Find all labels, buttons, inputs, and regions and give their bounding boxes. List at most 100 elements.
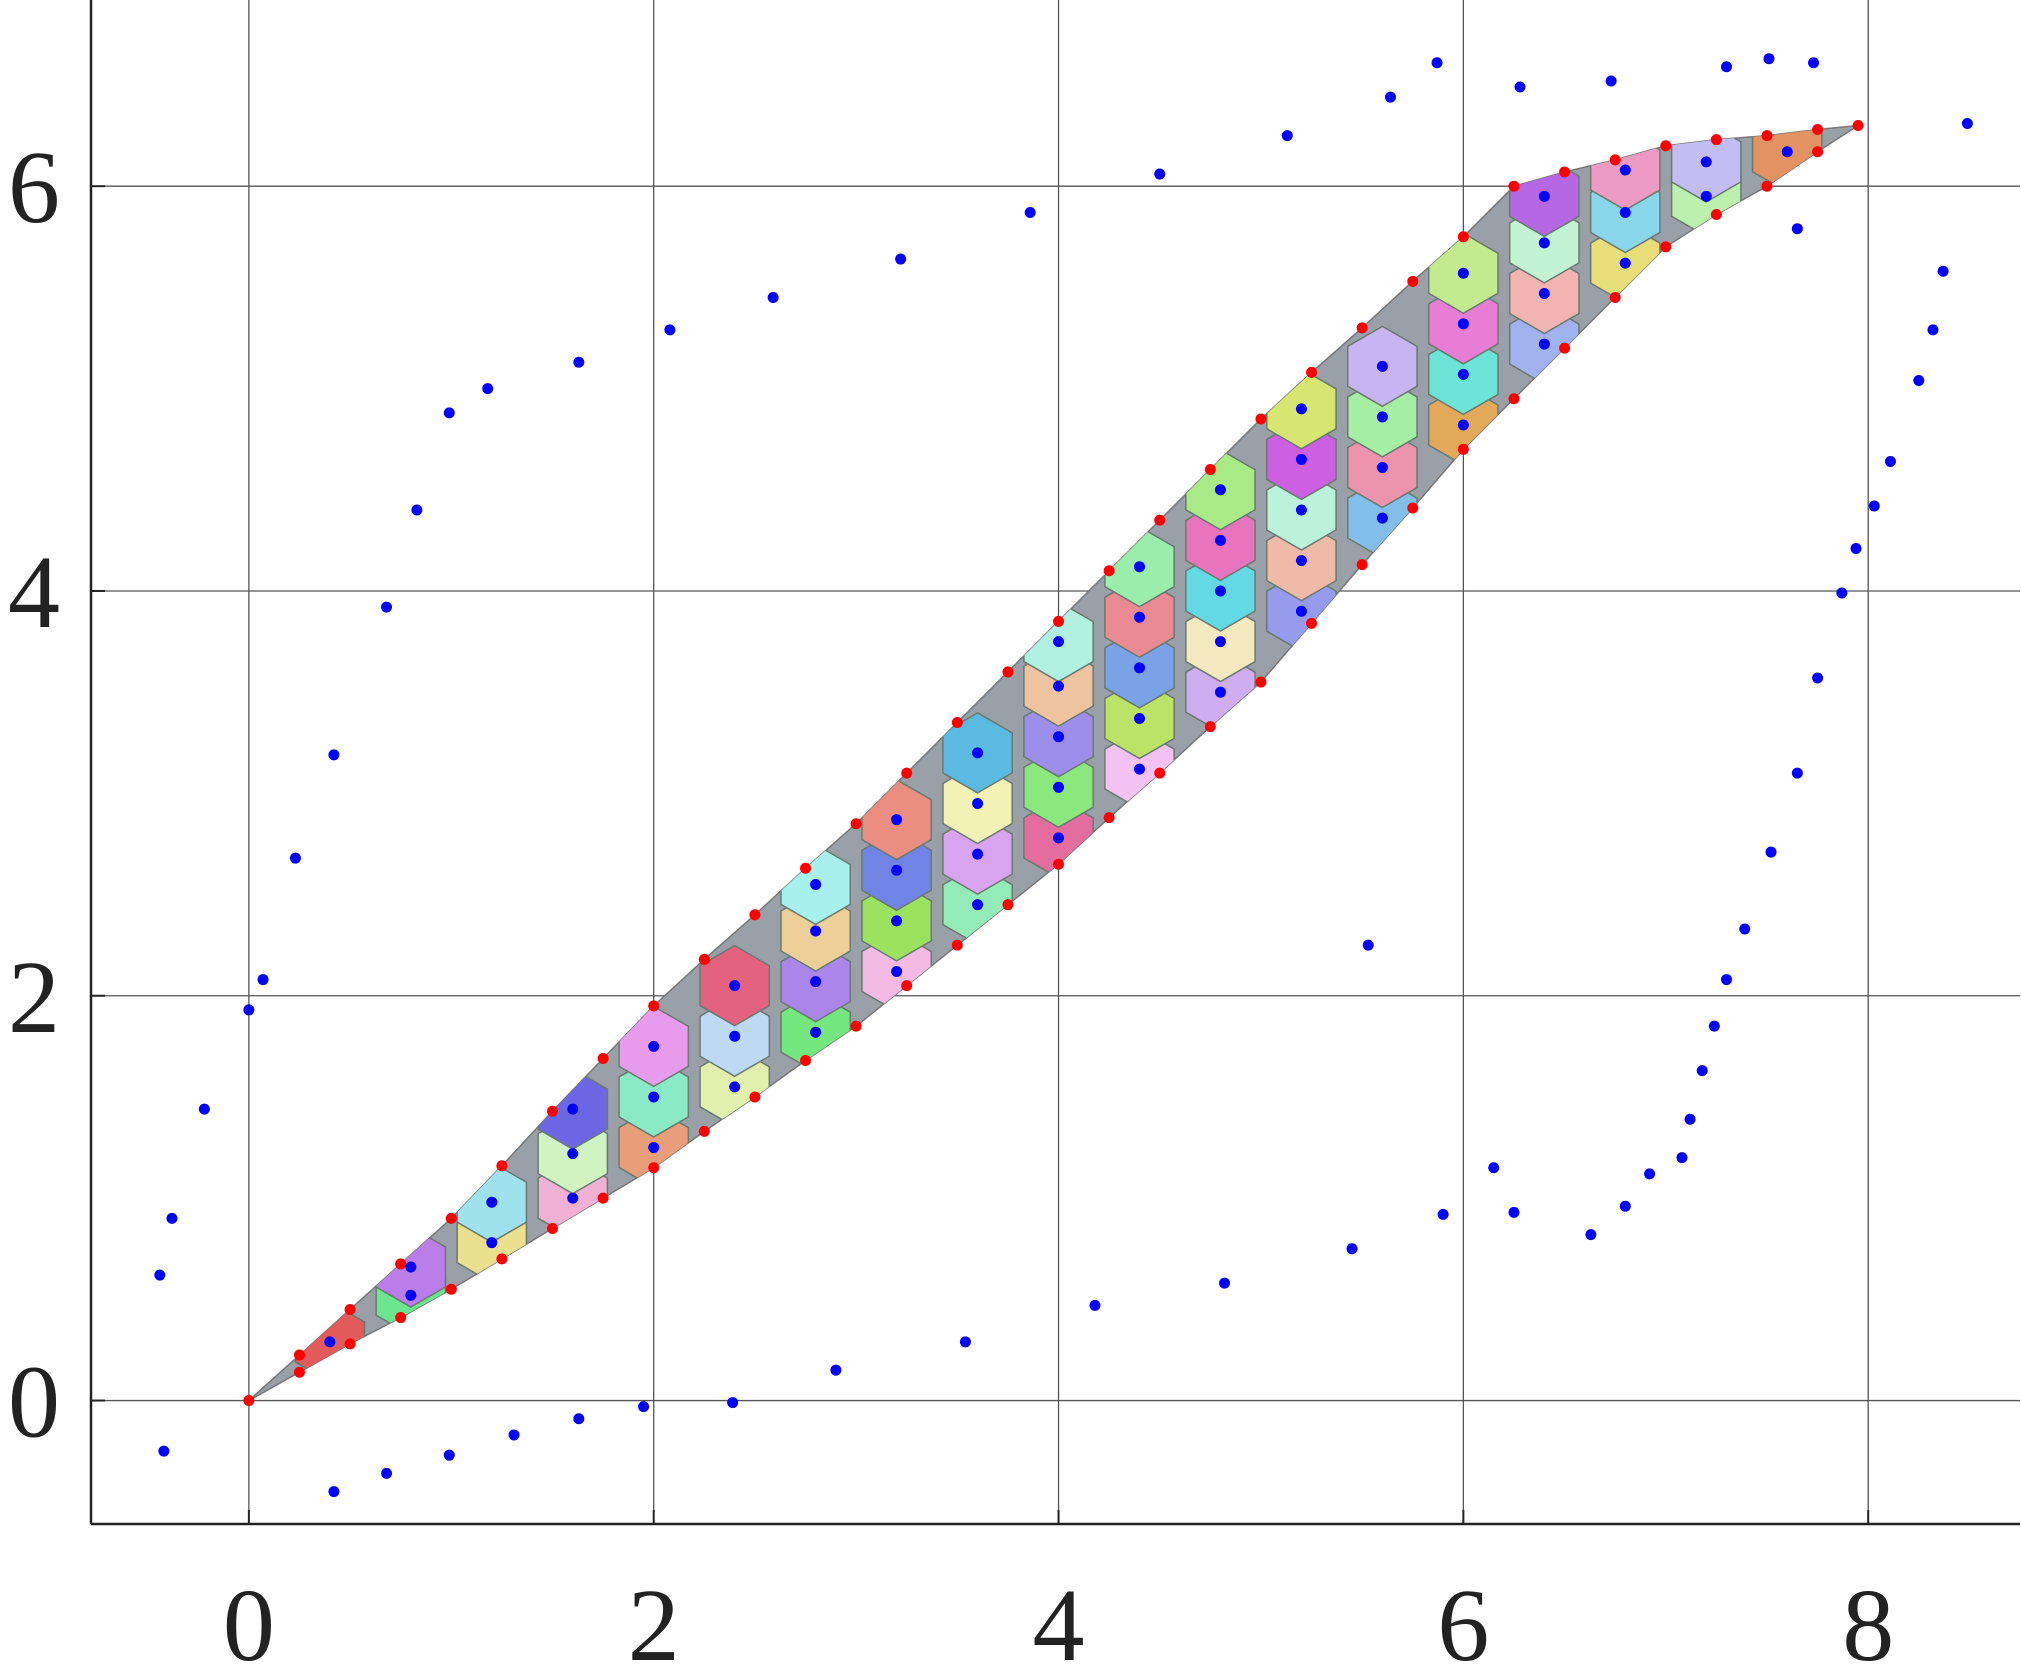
- point: [1721, 61, 1733, 73]
- point: [1676, 1152, 1688, 1164]
- point: [486, 1237, 498, 1249]
- point: [1457, 368, 1469, 380]
- point: [1812, 124, 1824, 136]
- point: [482, 383, 494, 395]
- point: [411, 504, 423, 516]
- point: [1514, 81, 1526, 93]
- point: [1644, 1168, 1656, 1180]
- point: [1002, 899, 1014, 911]
- point: [749, 1091, 761, 1103]
- point: [344, 1303, 356, 1315]
- point: [405, 1261, 417, 1273]
- point: [381, 601, 393, 613]
- point: [972, 797, 984, 809]
- point: [1852, 119, 1864, 131]
- point: [1868, 500, 1880, 512]
- point: [1684, 1113, 1696, 1125]
- point: [1660, 140, 1672, 152]
- point: [891, 864, 903, 876]
- point: [1710, 134, 1722, 146]
- y-tick-label: 6: [8, 130, 60, 245]
- point: [891, 915, 903, 927]
- point: [729, 980, 741, 992]
- point: [1708, 1020, 1720, 1032]
- point: [486, 1196, 498, 1208]
- point: [567, 1103, 579, 1115]
- point: [648, 1000, 660, 1012]
- point: [1214, 534, 1226, 546]
- point: [257, 974, 269, 986]
- point: [1356, 322, 1368, 334]
- point: [1457, 318, 1469, 330]
- point: [1538, 287, 1550, 299]
- point: [972, 747, 984, 759]
- point: [1295, 453, 1307, 465]
- point: [1214, 686, 1226, 698]
- point: [1508, 180, 1520, 192]
- point: [1134, 712, 1146, 724]
- point: [1053, 615, 1065, 627]
- point: [1024, 207, 1036, 219]
- point: [850, 1020, 862, 1032]
- point: [243, 1004, 255, 1016]
- point: [1508, 1206, 1520, 1218]
- point: [166, 1212, 178, 1224]
- point: [1761, 130, 1773, 142]
- point: [1619, 1200, 1631, 1212]
- point: [1295, 555, 1307, 567]
- point: [1362, 939, 1374, 951]
- point: [1488, 1162, 1500, 1174]
- point: [1700, 156, 1712, 168]
- point: [1053, 680, 1065, 692]
- x-tick-label: 6: [1437, 1568, 1489, 1666]
- point: [567, 1192, 579, 1204]
- point: [1295, 403, 1307, 415]
- point: [1356, 559, 1368, 571]
- point: [573, 356, 585, 368]
- point: [344, 1338, 356, 1350]
- point: [1538, 338, 1550, 350]
- point: [1053, 781, 1065, 793]
- point: [1306, 617, 1318, 629]
- point: [1204, 721, 1216, 733]
- point: [1376, 411, 1388, 423]
- point: [1660, 241, 1672, 253]
- point: [810, 976, 822, 988]
- point: [293, 1366, 305, 1378]
- point: [638, 1401, 650, 1413]
- point: [1710, 209, 1722, 221]
- point: [293, 1349, 305, 1361]
- point: [289, 852, 301, 864]
- point: [324, 1336, 336, 1348]
- point: [648, 1142, 660, 1154]
- point: [328, 1486, 340, 1498]
- point: [1609, 292, 1621, 304]
- point: [1002, 666, 1014, 678]
- point: [1619, 257, 1631, 269]
- point: [381, 1467, 393, 1479]
- point: [1103, 565, 1115, 577]
- point: [1609, 154, 1621, 166]
- point: [1134, 763, 1146, 775]
- point: [1739, 923, 1751, 935]
- point: [891, 965, 903, 977]
- point: [395, 1312, 407, 1324]
- point: [547, 1105, 559, 1117]
- point: [810, 878, 822, 890]
- point: [1457, 231, 1469, 243]
- point: [1457, 267, 1469, 279]
- point: [698, 1125, 710, 1137]
- point: [1538, 237, 1550, 249]
- point: [749, 909, 761, 921]
- point: [698, 953, 710, 965]
- point: [729, 1030, 741, 1042]
- point: [508, 1429, 520, 1441]
- point: [1053, 731, 1065, 743]
- point: [1812, 672, 1824, 684]
- point: [850, 818, 862, 830]
- point: [328, 749, 340, 761]
- point: [1306, 366, 1318, 378]
- point: [1700, 190, 1712, 202]
- x-tick-label: 8: [1842, 1568, 1894, 1666]
- point: [443, 407, 455, 419]
